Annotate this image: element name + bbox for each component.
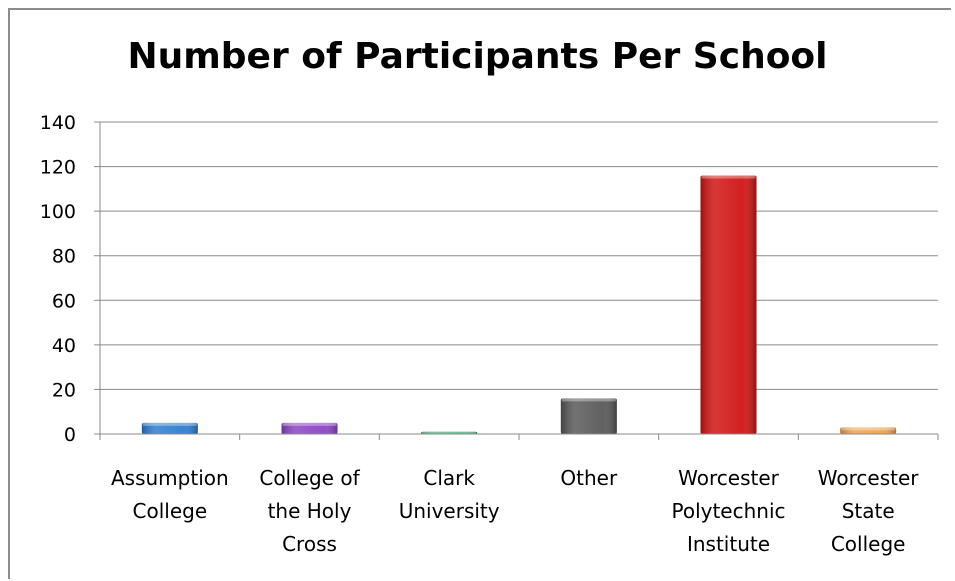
x-tick-label: College [831, 532, 906, 556]
x-tick-label: Worcester [818, 466, 919, 490]
bar-shading [421, 431, 478, 434]
bar [281, 422, 338, 434]
bar [700, 175, 757, 434]
chart-title: Number of Participants Per School [127, 36, 828, 77]
x-tick-label: College of [259, 466, 360, 490]
bar-shading [560, 398, 617, 434]
x-tick-label: State [842, 499, 895, 523]
x-tick-label: University [399, 499, 500, 523]
x-tick-label: Other [560, 466, 618, 490]
y-tick-label: 20 [52, 379, 76, 401]
x-tick-label: Assumption [111, 466, 229, 490]
bar-shading [281, 422, 338, 434]
bar [840, 427, 897, 434]
bar-highlight [561, 398, 616, 402]
y-tick-label: 100 [40, 201, 76, 223]
x-tick-label: Institute [687, 532, 770, 556]
bar-highlight [701, 175, 756, 179]
x-tick-label: Worcester [678, 466, 779, 490]
y-tick-label: 140 [40, 112, 76, 134]
bar [560, 398, 617, 434]
chart-frame [8, 8, 951, 579]
y-tick-label: 0 [64, 424, 76, 446]
bar-shading [700, 175, 757, 434]
bar-highlight [422, 431, 477, 434]
y-tick-label: 80 [52, 246, 76, 268]
bar-highlight [142, 422, 197, 426]
bar-highlight [841, 427, 896, 431]
bar [141, 422, 198, 434]
bar [421, 431, 478, 434]
x-tick-label: College [133, 499, 208, 523]
bar-highlight [282, 422, 337, 426]
y-tick-label: 120 [40, 157, 76, 179]
x-tick-label: Polytechnic [671, 499, 785, 523]
y-tick-label: 60 [52, 290, 76, 312]
x-tick-label: Cross [282, 532, 337, 556]
x-tick-label: the Holy [268, 499, 352, 523]
bar-shading [840, 427, 897, 434]
bar-shading [141, 422, 198, 434]
y-tick-label: 40 [52, 335, 76, 357]
x-tick-label: Clark [423, 466, 475, 490]
